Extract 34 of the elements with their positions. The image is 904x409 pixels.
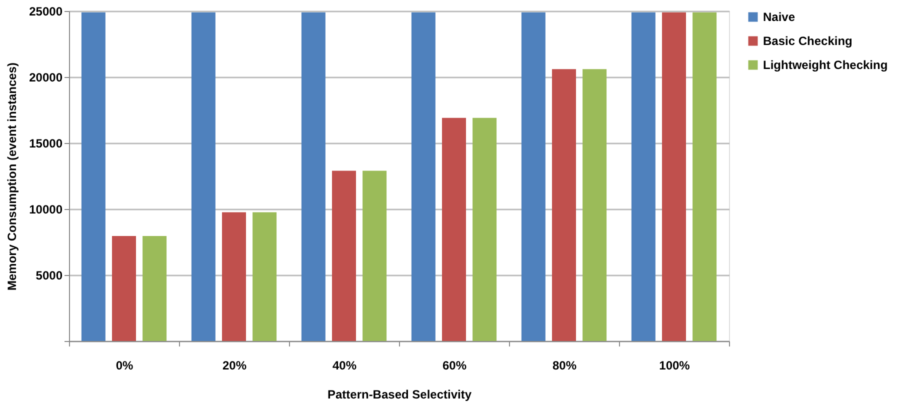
legend-label: Basic Checking [763, 34, 852, 48]
x-tick-label: 60% [442, 358, 467, 372]
bar [411, 12, 436, 341]
bar [521, 12, 546, 341]
x-tick-label: 0% [116, 358, 134, 372]
bar [692, 12, 717, 341]
x-tick-label: 40% [332, 358, 357, 372]
legend-label: Lightweight Checking [763, 58, 888, 72]
bar [552, 69, 576, 341]
bar [222, 212, 246, 341]
bar [442, 118, 466, 341]
y-tick-label: 20000 [29, 70, 63, 84]
legend-label: Naive [763, 10, 796, 24]
bar [191, 12, 216, 341]
y-tick-label: 10000 [29, 202, 63, 216]
y-tick-label: 25000 [29, 4, 63, 18]
x-tick-label: 80% [552, 358, 577, 372]
y-tick-label: 15000 [29, 136, 63, 150]
bar [332, 170, 356, 341]
bar [81, 12, 106, 341]
bar [362, 170, 387, 341]
bar [142, 236, 167, 341]
bar [472, 118, 497, 341]
y-tick-label: 5000 [36, 268, 63, 282]
bar [582, 69, 607, 341]
bar [631, 12, 656, 341]
bar [112, 236, 136, 341]
x-tick-label: 20% [222, 358, 247, 372]
bar [662, 12, 686, 341]
y-axis-title: Memory Consumption (event instances) [5, 62, 20, 291]
bar [252, 212, 277, 341]
bar [301, 12, 326, 341]
x-axis-title: Pattern-Based Selectivity [327, 388, 472, 402]
x-tick-label: 100% [659, 358, 690, 372]
